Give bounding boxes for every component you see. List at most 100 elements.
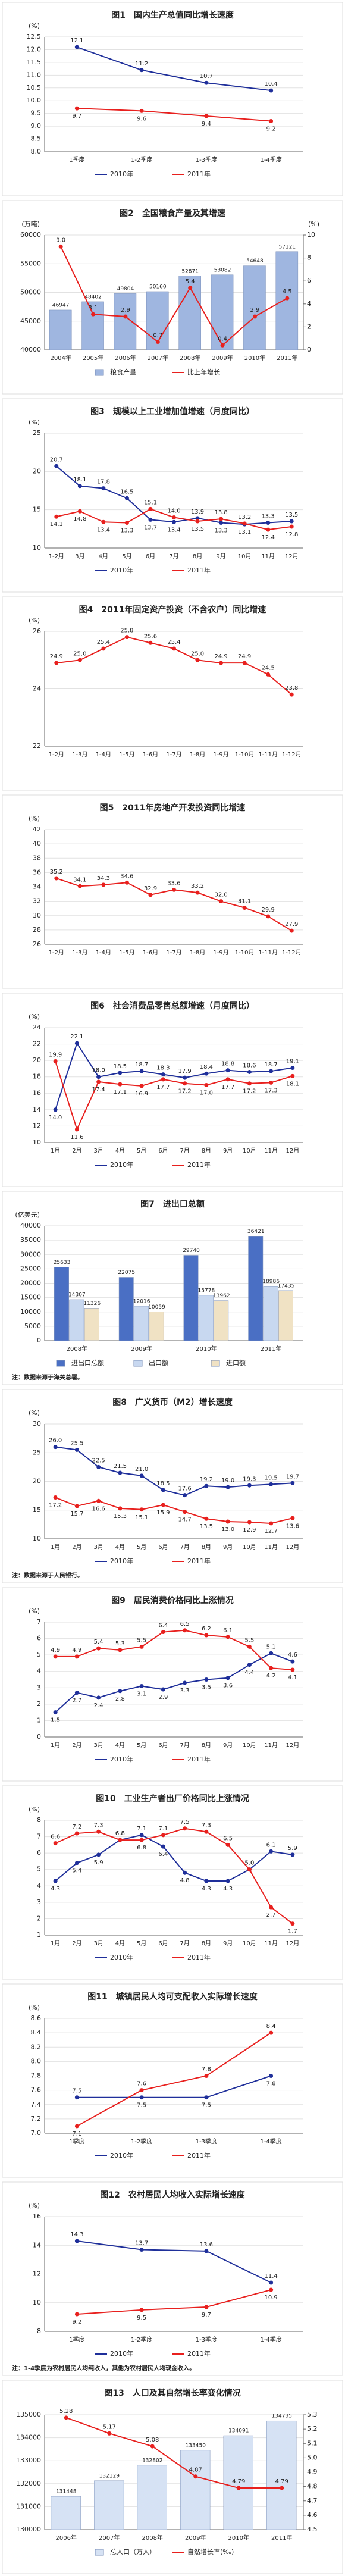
line-value-label: 6.1: [266, 1842, 276, 1848]
line-value-label: 26.0: [49, 1438, 62, 1444]
line: [55, 1497, 293, 1524]
legend-swatch: [95, 369, 104, 376]
line-marker: [53, 1107, 58, 1112]
line-value-label: 19.1: [286, 1059, 299, 1065]
line-value-label: 4.79: [232, 2478, 245, 2485]
y-tick-label: 26: [33, 627, 41, 635]
line-value-label: 4.79: [275, 2478, 288, 2485]
line-value-label: 14.0: [49, 1115, 62, 1121]
line-marker: [139, 1833, 144, 1838]
line-value-label: 17.7: [156, 1084, 170, 1091]
line-marker: [204, 1516, 209, 1521]
line-value-label: 17.7: [221, 1084, 234, 1091]
bar: [118, 1277, 134, 1341]
y-tick-label: 7: [37, 1618, 41, 1626]
line-marker: [183, 1510, 187, 1514]
x-tick-label: 2007年: [148, 354, 168, 362]
x-tick-label: 1月: [51, 1544, 60, 1551]
line-value-label: 34.3: [97, 875, 110, 882]
line-value-label: 17.4: [92, 1087, 105, 1093]
line-marker: [96, 1079, 101, 1084]
x-tick-label: 7月: [169, 553, 178, 560]
line: [55, 1041, 293, 1110]
line-marker: [107, 2431, 112, 2436]
line-marker: [123, 314, 128, 319]
line-value-label: 18.1: [73, 477, 86, 483]
y-tick-label: 25000: [20, 1264, 41, 1272]
line-value-label: 7.1: [137, 1826, 146, 1832]
chart-frame: [2, 200, 343, 395]
chart-title: 图13 人口及其自然增长率变化情况: [104, 2388, 240, 2398]
line-value-label: 31.1: [238, 898, 251, 904]
line-value-label: 19.7: [286, 1473, 299, 1480]
line-marker: [101, 882, 106, 887]
line-marker: [266, 527, 271, 532]
y-tick-label: 45000: [20, 317, 41, 325]
y-tick-label: 5000: [24, 1322, 41, 1330]
line-value-label: 15.1: [144, 499, 157, 506]
x-tick-label: 4月: [115, 1147, 125, 1154]
line-marker: [74, 45, 79, 49]
line-marker: [195, 658, 200, 662]
y-tick-label: 22: [33, 1040, 41, 1048]
line-marker: [74, 2095, 79, 2100]
y-axis-label: (%): [29, 815, 40, 822]
line-marker: [289, 928, 294, 933]
line-value-label: 25.4: [97, 639, 110, 646]
bar: [263, 1286, 278, 1341]
legend-label: 出口额: [149, 1359, 168, 1367]
bar: [54, 1267, 69, 1341]
legend-label: 2011年: [187, 170, 211, 178]
chart-title: 图8 广义货币（M2）增长速度: [112, 1397, 233, 1407]
y2-tick-label: 6: [307, 277, 311, 284]
x-tick-label: 2010年: [244, 354, 265, 362]
line-marker: [269, 1666, 274, 1670]
line-value-label: 5.5: [137, 1637, 146, 1644]
chart-title: 图4 2011年固定资产投资（不含农户）同比增速: [79, 605, 266, 615]
line-value-label: 5.4: [94, 1639, 104, 1645]
y2-tick-label: 4.7: [307, 2497, 318, 2505]
line-value-label: 17.2: [49, 1503, 62, 1509]
x-tick-label: 7月: [180, 1147, 189, 1154]
y-tick-label: 8.6: [31, 2014, 42, 2022]
line-value-label: 20.7: [50, 456, 63, 463]
bar-value-label: 10059: [148, 1304, 165, 1310]
x-tick-label: 12月: [286, 1544, 300, 1551]
line-value-label: 5.9: [288, 1845, 297, 1852]
line-marker: [195, 519, 200, 524]
bar-value-label: 22075: [118, 1270, 135, 1276]
line-value-label: 13.5: [285, 512, 298, 518]
x-tick-label: 1-9月: [213, 751, 228, 758]
line-value-label: 13.8: [214, 509, 227, 516]
x-tick-label: 1-2月: [49, 553, 64, 560]
line-marker: [53, 1710, 58, 1715]
bar-value-label: 57121: [278, 244, 296, 250]
y-tick-label: 133000: [16, 2456, 41, 2464]
y-tick-label: 38: [33, 854, 41, 862]
line-marker: [289, 519, 294, 524]
x-tick-label: 8月: [202, 1544, 211, 1551]
x-tick-label: 2009年: [212, 354, 233, 362]
line-value-label: 13.2: [238, 514, 251, 521]
line-value-label: 6.4: [158, 1623, 168, 1629]
x-tick-label: 11月: [261, 553, 275, 560]
x-tick-label: 6月: [158, 1742, 168, 1749]
y-tick-label: 20: [33, 1056, 41, 1064]
y-tick-label: 42: [33, 825, 41, 833]
line-value-label: 4.3: [202, 1886, 211, 1892]
chart-frame: [2, 1983, 343, 2178]
y-tick-label: 25: [33, 429, 41, 437]
line-value-label: 9.5: [137, 2315, 146, 2321]
bar: [134, 1306, 149, 1341]
line-marker: [139, 108, 144, 113]
line-marker: [225, 1485, 230, 1489]
line-marker: [183, 1826, 187, 1831]
y-tick-label: 36: [33, 868, 41, 876]
line-marker: [53, 1654, 58, 1659]
line-marker: [204, 1677, 209, 1682]
line-value-label: 33.6: [167, 880, 180, 887]
line-marker: [289, 524, 294, 529]
line-marker: [161, 1077, 165, 1082]
line-marker: [161, 1503, 165, 1507]
